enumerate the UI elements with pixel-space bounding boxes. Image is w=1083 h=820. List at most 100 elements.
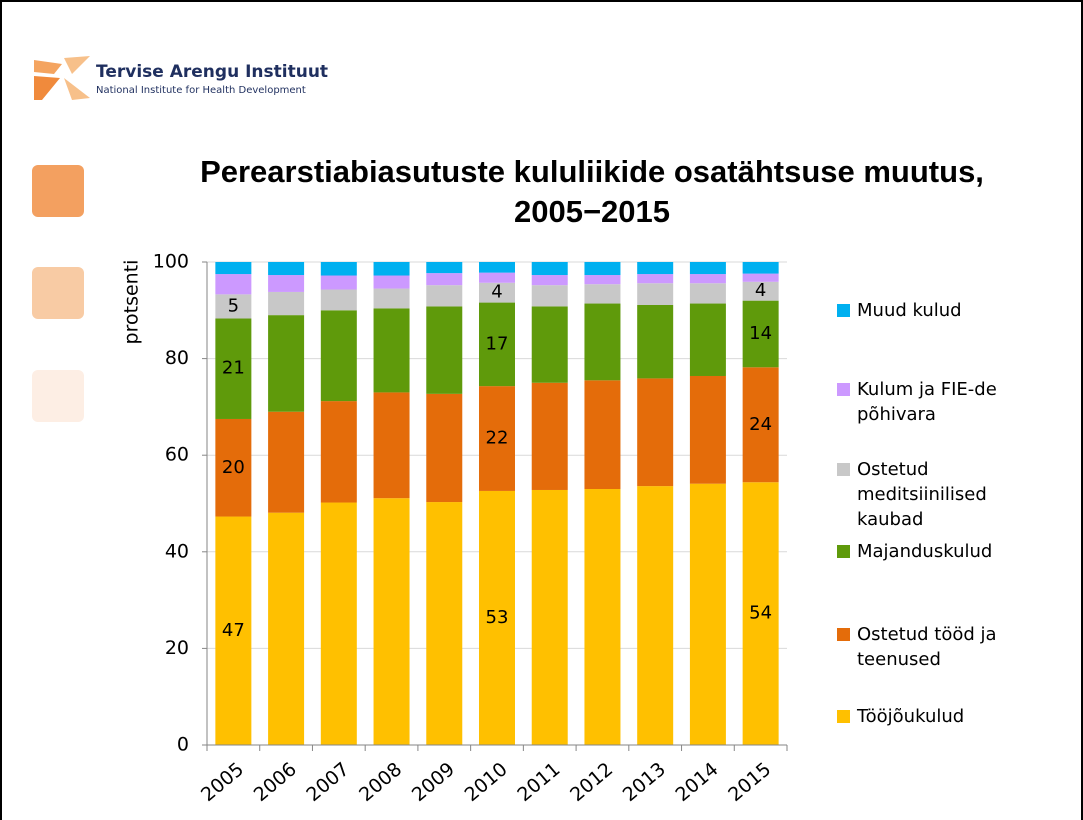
bar-segment: [689, 262, 726, 275]
data-label: 17: [486, 333, 509, 354]
x-tick-label: 2012: [566, 758, 617, 806]
data-label: 4: [491, 282, 502, 303]
x-tick-label: 2007: [302, 758, 353, 806]
legend-item: Ostetud meditsiinilised kaubad: [837, 457, 1027, 532]
bar-segment: [637, 262, 674, 275]
bar-segment: [268, 315, 305, 412]
bar-segment: [268, 262, 305, 276]
legend-label: Tööjõukulud: [857, 706, 965, 727]
data-label: 20: [222, 457, 245, 478]
bar-segment: [215, 318, 252, 419]
bar-segment: [479, 272, 515, 283]
x-tick-label: 2005: [197, 758, 248, 806]
legend-label: Muud kulud: [857, 300, 962, 321]
org-name: Tervise Arengu Instituut: [96, 62, 329, 82]
logo: [34, 56, 90, 100]
x-tick-label: 2010: [461, 758, 512, 806]
legend-swatch: [837, 710, 850, 723]
bar-segment: [215, 274, 252, 295]
x-tick-label: 2011: [513, 758, 564, 806]
bar-segment: [531, 262, 568, 276]
bar-segment: [637, 304, 674, 379]
legend-item: Majanduskulud: [837, 539, 1027, 564]
legend-item: Tööjõukulud: [837, 704, 1027, 729]
bar-segment: [320, 502, 357, 745]
legend-item: Ostetud tööd ja teenused: [837, 622, 1027, 672]
bar-segment: [268, 411, 305, 513]
bar-segment: [373, 262, 410, 276]
bar-segment: [689, 283, 726, 304]
bar-segment: [742, 482, 779, 745]
bar-segment: [426, 393, 463, 503]
bar-segment: [426, 306, 463, 394]
data-label: 47: [222, 620, 245, 641]
y-tick-label: 80: [165, 347, 189, 369]
data-label: 22: [486, 428, 509, 449]
deco-square: [32, 165, 84, 217]
bar-segment: [637, 486, 674, 745]
legend-item: Muud kulud: [837, 298, 1027, 323]
legend-swatch: [837, 304, 850, 317]
data-label: 4: [755, 280, 766, 301]
bar-segment: [373, 308, 410, 393]
bar-segment: [637, 283, 674, 305]
bar-segment: [742, 262, 779, 274]
x-tick-label: 2013: [619, 758, 670, 806]
bar-segment: [426, 502, 463, 745]
data-label: 54: [749, 603, 772, 624]
deco-square: [32, 370, 84, 422]
bar-segment: [215, 262, 252, 275]
legend-label: Ostetud tööd ja teenused: [857, 624, 997, 670]
legend-swatch: [837, 463, 850, 476]
legend-swatch: [837, 383, 850, 396]
bar-segment: [584, 284, 621, 304]
chart-title: Perearstiabiasutuste kululiikide osatäht…: [200, 154, 984, 229]
bar-segment: [742, 300, 779, 368]
bar-segment: [479, 490, 515, 745]
legend-swatch: [837, 628, 850, 641]
bar-segment: [373, 288, 410, 309]
org-subtitle: National Institute for Health Developmen…: [96, 85, 306, 96]
bar-segment: [584, 303, 621, 381]
bar-segment: [426, 273, 463, 286]
y-tick-label: 100: [153, 251, 189, 273]
data-label: 24: [749, 414, 772, 435]
bar-segment: [320, 275, 357, 290]
data-label: 5: [228, 295, 239, 316]
bar-segment: [373, 498, 410, 745]
bar-segment: [479, 262, 515, 273]
y-tick-label: 20: [165, 637, 189, 659]
legend-swatch: [837, 545, 850, 558]
bar-segment: [689, 483, 726, 745]
bar-segment: [584, 380, 621, 490]
bar-segment: [531, 306, 568, 383]
x-tick-label: 2014: [671, 758, 722, 806]
bar-segment: [531, 489, 568, 745]
bar-segment: [320, 289, 357, 311]
legend-label: Majanduskulud: [857, 541, 993, 562]
bar-segment: [320, 262, 357, 276]
x-tick-label: 2008: [355, 758, 406, 806]
bar-segment: [373, 275, 410, 289]
bar-segment: [479, 386, 515, 491]
x-tick-label: 2015: [724, 758, 775, 806]
bar-segment: [268, 275, 305, 292]
bar-segment: [479, 302, 515, 387]
y-tick-label: 60: [165, 444, 189, 466]
bar-segment: [215, 516, 252, 745]
bar-segment: [689, 375, 726, 484]
bar-segment: [215, 418, 252, 517]
bar-segment: [531, 382, 568, 490]
bar-segment: [742, 281, 779, 301]
legend-label: Ostetud meditsiinilised kaubad: [857, 459, 987, 530]
data-label: 53: [486, 607, 509, 628]
data-label: 21: [222, 358, 245, 379]
data-label: 14: [749, 323, 772, 344]
bar-segment: [584, 275, 621, 285]
bar-segment: [531, 275, 568, 286]
y-tick-label: 0: [177, 734, 189, 756]
x-tick-label: 2006: [250, 758, 301, 806]
bar-segment: [215, 294, 252, 319]
bar-segment: [584, 489, 621, 745]
